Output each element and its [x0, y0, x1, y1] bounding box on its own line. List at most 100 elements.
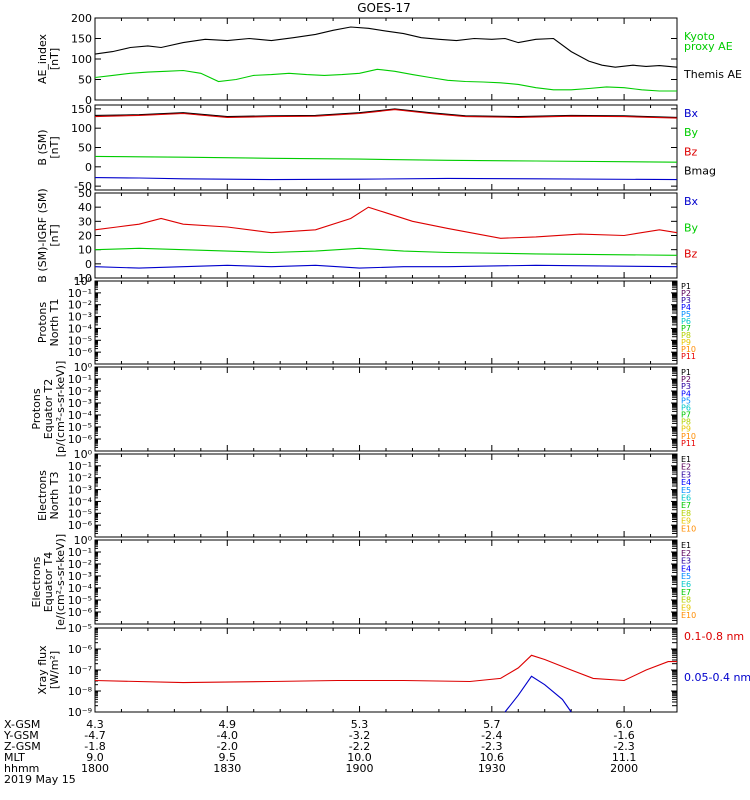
y-tick-label: 10⁰ [74, 534, 93, 547]
x-tick-label: 4.3 [86, 718, 104, 731]
x-tick-label: -2.3 [613, 740, 634, 753]
date-label: 2019 May 15 [4, 773, 76, 786]
x-tick-label: -2.4 [481, 729, 502, 742]
channel-label: E4 [681, 478, 691, 487]
series-line-xray_short_exp [504, 675, 572, 713]
channel-label: P6 [681, 403, 691, 412]
legend-entry: By [684, 221, 699, 234]
y-tick-label: 10⁻³ [68, 484, 92, 497]
y-axis-label-line: [nT] [48, 224, 61, 246]
channel-label: P10 [681, 432, 696, 441]
channel-label: E1 [681, 455, 691, 464]
x-tick-label: 10.6 [480, 751, 505, 764]
channel-label: P5 [681, 396, 691, 405]
y-axis-label-line: Equator T2 [42, 379, 55, 439]
channel-label: P2 [681, 375, 691, 384]
legend-entry: Bmag [684, 165, 716, 178]
y-tick-label: 10⁻⁷ [68, 664, 92, 677]
y-axis-label-line: North T3 [48, 472, 61, 520]
y-tick-label: 10⁻² [68, 385, 92, 398]
y-tick-label: 10⁻² [68, 472, 92, 485]
x-tick-label: -3.2 [349, 729, 370, 742]
panel-frame [94, 17, 678, 101]
x-axis-row-label: X-GSM [4, 718, 40, 731]
channel-label: E10 [681, 524, 696, 533]
y-axis-label: AE_index[nT] [36, 33, 61, 84]
legend-entry: Themis AE [683, 68, 742, 81]
panel-frame [94, 104, 678, 191]
panel-xray: 10⁻⁹ 10⁻⁸ 10⁻⁷ 10⁻⁶ 10⁻⁵ Xray flux[W/m²] 0.1-0… [36, 622, 750, 719]
channel-label: E7 [681, 588, 691, 597]
y-tick-label: 0 [85, 94, 92, 107]
y-tick-label: 200 [71, 12, 92, 25]
series-line-xray_long_exp [94, 654, 677, 684]
y-tick-label: 30 [78, 215, 92, 228]
series-line-bigrf_by [94, 247, 678, 256]
y-tick-label: 10⁰ [74, 275, 93, 288]
y-tick-label: 150 [71, 103, 92, 116]
x-axis-row-label: MLT [4, 751, 25, 764]
y-tick-label: 10⁻⁵ [68, 334, 92, 347]
y-tick-label: 10⁻⁵ [68, 622, 92, 635]
channel-label: P9 [681, 338, 691, 347]
y-tick-label: 50 [78, 187, 92, 200]
channel-label: P11 [681, 352, 696, 361]
y-tick-label: 10⁻⁵ [68, 507, 92, 520]
chart-title: GOES-17 [357, 1, 411, 15]
series-line-ae_kyoto [94, 68, 677, 92]
y-tick-label: 10⁻³ [68, 311, 92, 324]
y-axis-label: B (SM)-IGRF (SM)[nT] [36, 188, 61, 282]
y-tick-label: 10⁻¹ [68, 287, 92, 300]
y-tick-label: 50 [78, 74, 92, 87]
y-tick-label: 150 [71, 33, 92, 46]
panel-bsm: -50 0 50 100 150 B (SM)[nT] Bx By Bz Bmag [36, 103, 716, 193]
panel-frame [94, 539, 678, 625]
x-tick-label: -2.3 [481, 740, 502, 753]
y-axis-label-line: AE_index [36, 33, 49, 84]
y-axis-label-line: Xray flux [36, 645, 49, 695]
x-axis-row-label: Y-GSM [3, 729, 39, 742]
y-tick-label: 10⁻⁶ [68, 643, 93, 656]
channel-label: E3 [681, 470, 691, 479]
channel-label: E7 [681, 501, 691, 510]
x-tick-label: 9.5 [219, 751, 237, 764]
channel-label: E2 [681, 463, 691, 472]
channel-label: E3 [681, 557, 691, 566]
channel-label: P5 [681, 310, 691, 319]
series-line-bsm_bmag [94, 108, 678, 118]
y-tick-label: 10⁰ [74, 361, 93, 374]
channel-label: E1 [681, 541, 691, 550]
series-line-ae_themis [94, 26, 678, 68]
panel-frame [94, 280, 678, 365]
x-tick-label: 1830 [213, 762, 241, 775]
legend-entry: Bx [684, 107, 699, 120]
channel-label: P10 [681, 345, 696, 354]
y-tick-label: 10⁻⁶ [68, 519, 93, 532]
channel-label: E8 [681, 509, 691, 518]
legend-entry: Bz [684, 145, 698, 158]
x-tick-label: -1.6 [613, 729, 634, 742]
y-tick-label: 10⁻¹ [68, 460, 92, 473]
y-axis-label-line: North T1 [48, 299, 61, 347]
x-axis-row-label: hhmm [4, 762, 39, 775]
y-tick-label: 50 [78, 142, 92, 155]
series-line-bsm_bx [94, 177, 678, 181]
y-tick-label: 0 [85, 258, 92, 271]
x-tick-label: 9.0 [86, 751, 104, 764]
y-tick-label: 100 [71, 53, 92, 66]
y-axis-label-line: Electrons [36, 470, 49, 521]
x-tick-label: 1930 [478, 762, 506, 775]
legend-entry: 0.05-0.4 nm [684, 671, 750, 684]
series-line-bsm_by [94, 155, 678, 163]
y-tick-label: 10⁰ [74, 448, 93, 461]
channel-label: E9 [681, 517, 691, 526]
y-tick-label: 10⁻¹ [68, 373, 92, 386]
series-line-bsm_bz [94, 109, 678, 119]
series-line-bigrf_bx [94, 264, 678, 269]
channel-label: P4 [681, 389, 691, 398]
